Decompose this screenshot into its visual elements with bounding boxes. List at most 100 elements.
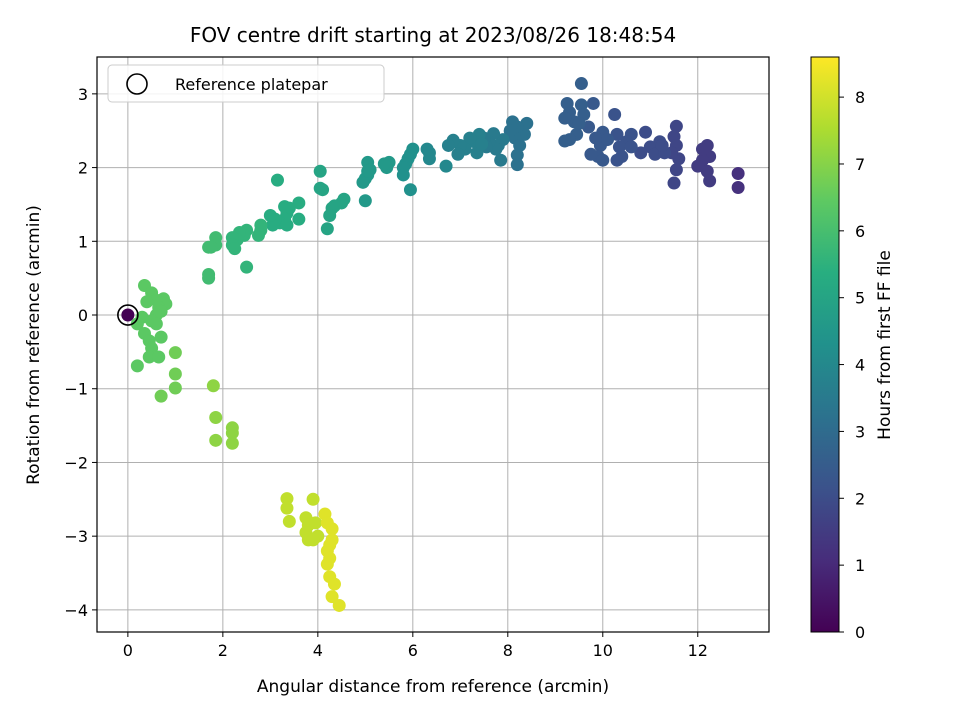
- data-point: [608, 108, 622, 121]
- data-point: [168, 381, 182, 395]
- x-tick-label: 0: [123, 641, 133, 660]
- data-point: [142, 350, 156, 364]
- data-point: [140, 295, 154, 309]
- data-point: [149, 317, 163, 331]
- colorbar-tick-label: 7: [855, 155, 865, 174]
- colorbar-tick-label: 4: [855, 356, 865, 375]
- legend: Reference platepar: [107, 64, 385, 103]
- data-point: [634, 146, 648, 160]
- y-tick-label: 2: [78, 159, 88, 178]
- data-point: [624, 140, 638, 154]
- data-point: [282, 514, 296, 528]
- colorbar-tick-label: 6: [855, 222, 865, 241]
- y-tick-label: −1: [64, 380, 88, 399]
- data-point: [475, 137, 489, 151]
- data-point: [731, 166, 745, 180]
- data-point: [225, 436, 239, 450]
- data-point: [451, 147, 465, 161]
- data-point: [323, 208, 337, 222]
- legend-box: [107, 64, 385, 103]
- data-point: [130, 359, 144, 373]
- data-point: [510, 148, 524, 162]
- x-tick-label: 2: [218, 641, 228, 660]
- legend-marker-icon: [126, 73, 148, 95]
- data-point: [168, 346, 182, 360]
- data-point: [703, 174, 717, 188]
- data-point: [251, 228, 265, 242]
- data-point: [325, 590, 339, 604]
- data-point: [361, 164, 375, 178]
- data-point: [558, 134, 572, 148]
- data-point: [130, 317, 144, 331]
- data-point: [358, 194, 372, 208]
- data-points: [117, 77, 745, 612]
- data-point: [601, 133, 615, 147]
- data-point: [209, 410, 223, 424]
- data-point: [596, 153, 610, 167]
- data-point: [292, 196, 306, 210]
- data-point: [403, 183, 417, 197]
- x-tick-label: 10: [593, 641, 613, 660]
- y-axis-ticks: −4 −3 −2 −1 0 1 2 3: [64, 85, 97, 620]
- data-point: [332, 598, 346, 612]
- colorbar-tick-label: 3: [855, 422, 865, 441]
- data-point: [494, 153, 508, 167]
- data-point: [292, 212, 306, 226]
- data-point: [280, 218, 294, 232]
- colorbar: 0 1 2 3 4 5 6 7 8 Hours from first FF file: [810, 56, 895, 642]
- data-point: [589, 131, 603, 145]
- chart-title: FOV centre drift starting at 2023/08/26 …: [190, 23, 676, 47]
- data-point: [320, 222, 334, 236]
- data-point: [669, 119, 683, 133]
- data-point: [154, 389, 168, 403]
- data-point: [228, 242, 242, 256]
- y-tick-label: 0: [78, 306, 88, 325]
- data-point: [396, 168, 410, 182]
- data-point: [691, 159, 705, 173]
- y-axis-label: Rotation from reference (arcmin): [24, 205, 44, 485]
- grid-lines: [97, 57, 769, 632]
- data-point: [280, 492, 294, 506]
- data-point: [558, 111, 572, 125]
- data-point: [377, 157, 391, 171]
- data-point: [586, 96, 600, 110]
- data-point: [667, 176, 681, 190]
- data-point: [422, 152, 436, 166]
- data-point: [278, 200, 292, 214]
- data-point: [320, 557, 334, 571]
- data-point: [313, 164, 327, 178]
- y-tick-label: −3: [64, 527, 88, 546]
- data-point: [121, 308, 135, 322]
- data-point: [308, 516, 322, 530]
- x-tick-label: 12: [688, 641, 708, 660]
- data-point: [206, 379, 220, 393]
- data-point: [572, 116, 586, 130]
- data-point: [463, 131, 477, 145]
- data-point: [154, 330, 168, 344]
- data-point: [280, 501, 294, 515]
- data-point: [639, 125, 653, 139]
- data-point: [168, 367, 182, 381]
- data-point: [325, 522, 339, 536]
- data-point: [610, 153, 624, 167]
- plot-area-frame: [96, 56, 770, 633]
- y-tick-label: 3: [78, 85, 88, 104]
- data-point: [439, 159, 453, 173]
- y-tick-label: 1: [78, 232, 88, 251]
- data-point: [560, 96, 574, 110]
- x-axis-label: Angular distance from reference (arcmin): [257, 677, 609, 697]
- y-tick-label: −2: [64, 453, 88, 472]
- colorbar-tick-label: 1: [855, 556, 865, 575]
- x-tick-label: 4: [313, 641, 323, 660]
- colorbar-tick-label: 2: [855, 489, 865, 508]
- data-point: [696, 142, 710, 156]
- data-point: [270, 173, 284, 187]
- data-point: [202, 240, 216, 254]
- data-point: [152, 350, 166, 364]
- x-tick-label: 8: [503, 641, 513, 660]
- data-point: [655, 138, 669, 152]
- legend-label: Reference platepar: [175, 75, 328, 94]
- data-point: [584, 147, 598, 161]
- colorbar-tick-label: 8: [855, 88, 865, 107]
- reference-platepar-marker: [117, 304, 139, 326]
